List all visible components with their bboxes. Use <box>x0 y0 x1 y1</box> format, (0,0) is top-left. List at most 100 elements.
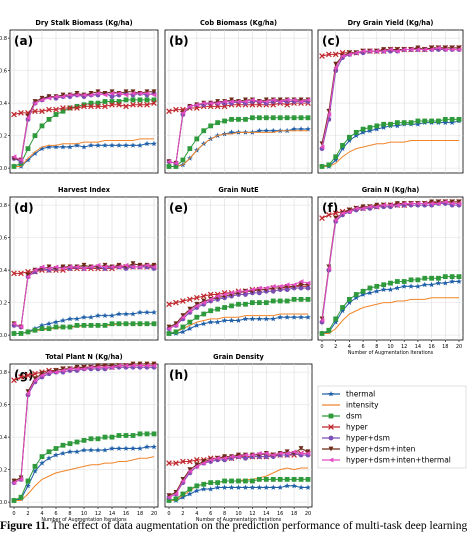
data-point <box>394 120 400 126</box>
data-point <box>360 288 366 294</box>
panel-title: Cob Biomass (Kg/ha) <box>200 19 277 27</box>
series-dsm <box>319 116 462 169</box>
data-point <box>249 315 256 322</box>
data-point <box>180 298 186 304</box>
legend-marker <box>328 391 334 397</box>
data-point <box>81 102 87 108</box>
legend-label: hyper <box>346 423 369 432</box>
data-point <box>291 97 297 103</box>
data-point <box>25 372 31 379</box>
data-point <box>388 121 393 127</box>
x-tick-label: 4 <box>40 511 43 517</box>
data-point <box>74 322 80 328</box>
data-point <box>305 484 311 490</box>
data-point <box>326 266 332 271</box>
data-point <box>60 317 66 323</box>
data-point <box>291 314 297 320</box>
data-point <box>53 319 59 325</box>
data-point <box>229 116 234 122</box>
data-point <box>130 433 136 438</box>
data-point <box>373 126 380 132</box>
data-point <box>130 361 136 367</box>
data-point <box>116 433 122 438</box>
data-point <box>102 434 108 440</box>
data-point <box>200 486 207 492</box>
data-point <box>319 144 325 150</box>
data-point <box>109 101 115 108</box>
data-point <box>284 314 290 320</box>
data-point <box>436 201 441 206</box>
data-point <box>415 121 421 127</box>
data-point <box>298 484 304 490</box>
data-point <box>194 463 200 469</box>
data-point <box>298 476 304 482</box>
data-point <box>353 294 360 301</box>
series-intensity <box>14 138 154 167</box>
data-point <box>137 90 143 96</box>
data-point <box>401 47 407 52</box>
series-dsm <box>11 431 157 503</box>
data-point <box>263 97 269 103</box>
data-point <box>25 482 31 489</box>
data-point <box>305 126 311 132</box>
data-point <box>116 311 122 317</box>
x-tick-label: 0 <box>320 344 323 350</box>
data-point <box>201 481 207 487</box>
data-point <box>32 99 38 104</box>
series-line <box>14 456 155 501</box>
data-point <box>74 366 80 372</box>
data-point <box>277 484 284 490</box>
data-point <box>236 301 241 307</box>
data-point <box>298 450 304 456</box>
data-point <box>360 291 366 297</box>
data-point <box>305 449 311 455</box>
data-point <box>284 298 290 304</box>
legend-entry: hyper <box>322 423 369 432</box>
data-point <box>284 282 290 288</box>
data-point <box>109 445 115 451</box>
series-hyper-plus-dsm-plus-inten-plus-thermal <box>11 90 157 163</box>
data-point <box>116 321 122 327</box>
data-point <box>194 102 200 108</box>
data-point <box>243 301 248 307</box>
data-point <box>151 92 157 98</box>
data-point <box>116 445 122 451</box>
data-point <box>229 454 234 460</box>
data-point <box>130 261 136 267</box>
data-point <box>88 100 94 106</box>
x-tick-label: 16 <box>277 511 283 517</box>
data-point <box>243 288 248 294</box>
data-point <box>88 90 94 96</box>
data-point <box>95 262 101 268</box>
data-point <box>388 280 393 286</box>
data-point <box>243 116 248 122</box>
caption-label: Figure 11. <box>0 520 49 532</box>
data-point <box>421 281 428 288</box>
data-point <box>228 317 235 323</box>
y-tick-label: 0.8 <box>0 203 7 209</box>
data-point <box>46 369 52 375</box>
legend-marker <box>328 435 334 441</box>
data-point <box>347 296 352 302</box>
data-point <box>429 47 434 52</box>
data-point <box>236 454 241 460</box>
data-point <box>46 326 52 332</box>
data-point <box>67 315 73 322</box>
data-point <box>415 118 421 124</box>
data-point <box>187 467 193 473</box>
data-point <box>109 94 115 100</box>
data-point <box>339 145 346 152</box>
y-tick-label: 0.2 <box>0 301 7 307</box>
data-point <box>340 210 345 216</box>
figure-caption: Figure 11. The effect of data augmentati… <box>0 520 474 534</box>
data-point <box>137 101 143 108</box>
data-point <box>449 45 455 51</box>
data-point <box>326 51 332 58</box>
y-tick-label: 0.6 <box>0 236 7 242</box>
data-point <box>74 439 80 445</box>
data-point <box>374 204 380 210</box>
data-point <box>415 47 421 52</box>
data-point <box>67 144 73 150</box>
data-point <box>243 452 248 458</box>
data-point <box>81 144 87 150</box>
